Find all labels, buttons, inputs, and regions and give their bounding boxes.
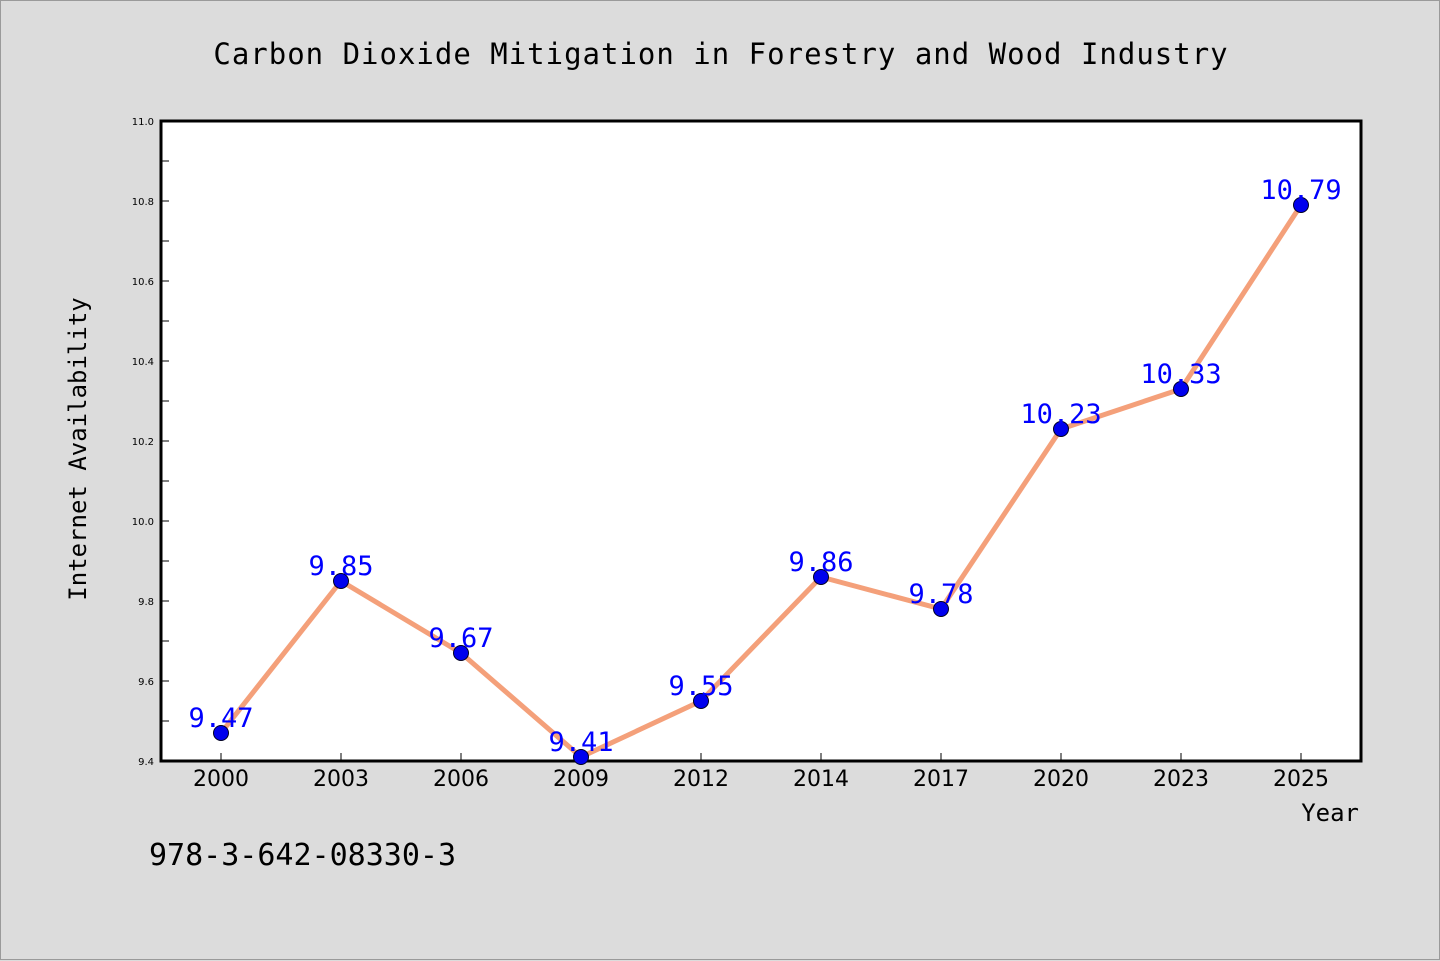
plot-area <box>159 119 1363 763</box>
isbn-annotation: 978-3-642-08330-3 <box>149 838 456 873</box>
x-tick-label: 2020 <box>1033 767 1089 792</box>
data-label: 9.47 <box>188 703 253 734</box>
data-label: 10.33 <box>1140 359 1221 390</box>
y-tick-label: 9.6 <box>138 677 154 688</box>
y-tick-label: 10.0 <box>132 517 154 528</box>
data-point <box>333 573 349 589</box>
x-tick-label: 2003 <box>313 767 369 792</box>
data-label: 9.86 <box>788 547 853 578</box>
data-point <box>693 693 709 709</box>
chart-title: Carbon Dioxide Mitigation in Forestry an… <box>213 37 1228 71</box>
data-label: 9.41 <box>548 727 613 758</box>
data-label: 10.79 <box>1260 175 1341 206</box>
x-tick-label: 2009 <box>553 767 609 792</box>
x-tick-label: 2025 <box>1273 767 1329 792</box>
y-tick-label: 11.0 <box>132 117 154 128</box>
data-point <box>933 601 949 617</box>
data-point <box>1293 197 1309 213</box>
data-label: 9.55 <box>668 671 733 702</box>
x-tick-label: 2012 <box>673 767 729 792</box>
data-point <box>1173 381 1189 397</box>
data-point <box>573 749 589 765</box>
data-label: 10.23 <box>1020 399 1101 430</box>
data-point <box>213 725 229 741</box>
series-line <box>218 202 1304 760</box>
y-axis-tick-labels: 9.4 9.6 9.8 10.0 10.2 10.4 10.6 10.8 11.0 <box>132 117 154 768</box>
y-tick-label: 10.2 <box>132 437 154 448</box>
x-axis-tick-labels: 2000 2003 2006 2009 2012 2014 2017 2020 2023 2025 <box>193 767 1329 792</box>
y-tick-label: 9.4 <box>138 757 154 768</box>
data-markers <box>213 197 1309 765</box>
data-label: 9.85 <box>308 551 373 582</box>
x-tick-label: 2006 <box>433 767 489 792</box>
y-axis-ticks <box>161 120 169 762</box>
data-label: 9.67 <box>428 623 493 654</box>
data-label: 9.78 <box>908 579 973 610</box>
data-point <box>453 645 469 661</box>
x-tick-label: 2014 <box>793 767 849 792</box>
data-labels: 9.47 9.85 9.67 9.41 9.55 9.86 9.78 10.23 10.33 10… <box>188 175 1341 758</box>
y-axis-label: Internet Availability <box>64 297 92 600</box>
x-tick-label: 2000 <box>193 767 249 792</box>
y-tick-label: 10.6 <box>132 277 154 288</box>
y-tick-label: 10.8 <box>132 197 154 208</box>
x-tick-label: 2017 <box>913 767 969 792</box>
y-tick-label: 9.8 <box>138 597 154 608</box>
y-tick-label: 10.4 <box>132 357 154 368</box>
x-axis-label: Year <box>1301 799 1359 827</box>
data-point <box>813 569 829 585</box>
x-tick-label: 2023 <box>1153 767 1209 792</box>
data-point <box>1053 421 1069 437</box>
